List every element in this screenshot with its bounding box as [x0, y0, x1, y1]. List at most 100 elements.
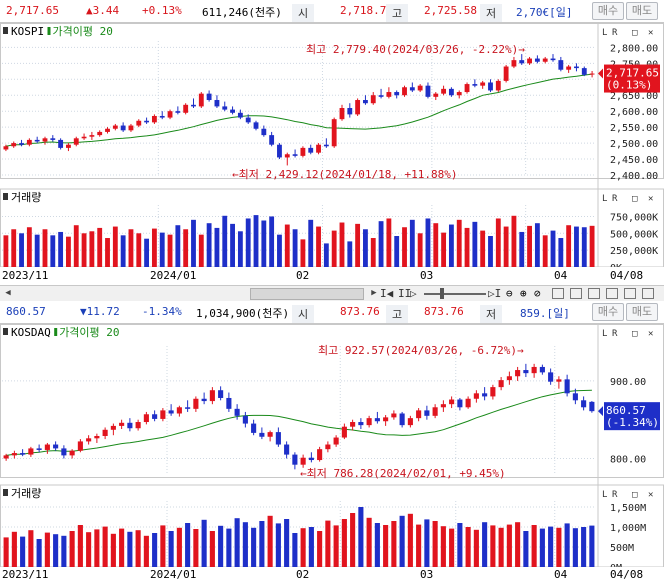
candle-body — [42, 138, 48, 142]
candle-body — [440, 404, 446, 408]
replay-play-button[interactable]: ▷ — [410, 287, 417, 300]
volume-bar — [339, 222, 345, 267]
candle-body — [589, 401, 595, 412]
candle-body — [456, 92, 462, 96]
scroll-thumb[interactable] — [250, 288, 364, 300]
volume-bar — [36, 539, 42, 567]
panel-icon: □ — [632, 28, 638, 38]
candle-body — [102, 429, 108, 436]
zoom-reset-icon[interactable]: ⊘ — [534, 287, 541, 300]
tool-icon-3[interactable] — [588, 288, 600, 299]
kosdaq-buy-button[interactable]: 매수 — [592, 303, 624, 321]
volume-bar — [144, 238, 150, 267]
tool-icon-4[interactable] — [606, 288, 618, 299]
zoom-in-icon[interactable]: ⊕ — [520, 287, 527, 300]
candle-body — [317, 449, 323, 461]
candle-body — [407, 418, 413, 426]
candle-body — [534, 58, 540, 62]
candle-body — [28, 448, 34, 455]
candle-body — [333, 437, 339, 445]
candle-body — [11, 143, 17, 147]
tool-icon-1[interactable] — [552, 288, 564, 299]
volume-bar — [323, 243, 329, 267]
candle-body — [523, 370, 529, 374]
legend-marker-icon — [3, 328, 8, 335]
volume-bar — [20, 536, 26, 567]
volume-bar — [112, 226, 118, 267]
zoom-out-icon[interactable]: ⊖ — [506, 287, 513, 300]
scroll-right-arrow-icon[interactable]: ▶ — [371, 288, 377, 298]
panel-icon: ✕ — [648, 194, 653, 204]
candle-body — [495, 80, 501, 91]
volume-bar — [58, 231, 64, 267]
volume-bar — [432, 521, 438, 567]
volume-bar — [50, 235, 56, 267]
kospi-buy-button[interactable]: 매수 — [592, 2, 624, 20]
chart-scrollbar[interactable]: ◀ ▶ I◀ II ▷ ▷I ⊖ ⊕ ⊘ — [0, 285, 664, 303]
volume-bar — [300, 528, 306, 567]
tool-icon-2[interactable] — [570, 288, 582, 299]
candle-body — [245, 117, 251, 123]
candle-body — [277, 144, 282, 158]
candle-body — [417, 85, 423, 91]
kosdaq-date-tick: 04 — [554, 568, 568, 581]
candle-body — [89, 135, 95, 137]
kosdaq-date-axis: 2023/11 2024/01 02 03 04 04/08 — [0, 567, 664, 583]
candle-body — [3, 455, 9, 459]
volume-bar — [176, 527, 182, 567]
volume-tick-label: 0M — [610, 563, 622, 567]
candle-body — [159, 115, 165, 118]
replay-end-button[interactable]: ▷I — [488, 287, 502, 300]
volume-bar — [81, 233, 87, 267]
volume-bar — [11, 229, 17, 267]
price-tick-label: 2,600.00 — [610, 107, 658, 118]
volume-bar — [66, 236, 71, 267]
candle-body — [564, 379, 570, 394]
tool-icon-5[interactable] — [624, 288, 636, 299]
candle-body — [355, 100, 361, 115]
volume-bar — [251, 527, 257, 567]
volume-bar — [261, 220, 267, 267]
volume-bar — [175, 225, 181, 267]
candle-body — [230, 109, 235, 113]
scroll-left-arrow-icon[interactable]: ◀ — [5, 288, 11, 298]
candle-body — [308, 147, 314, 153]
current-price-box — [604, 64, 660, 93]
replay-pause-button[interactable]: II — [398, 287, 412, 300]
volume-bar — [222, 215, 228, 267]
volume-bar — [440, 526, 446, 567]
volume-bar — [473, 529, 479, 567]
candle-body — [237, 112, 243, 118]
volume-bar — [350, 513, 356, 567]
volume-bar — [151, 228, 157, 267]
volume-bar — [464, 227, 470, 267]
candle-body — [206, 93, 212, 101]
candle-body — [531, 366, 537, 374]
candle-body — [292, 154, 298, 156]
tool-icon-6[interactable] — [642, 288, 654, 299]
high-annotation: 최고 922.57(2024/03/26, -6.72%)→ — [318, 344, 524, 357]
volume-tick-label: 1,500M — [610, 503, 646, 514]
replay-first-button[interactable]: I◀ — [380, 287, 394, 300]
volume-bar — [531, 525, 537, 567]
candle-body — [81, 136, 87, 139]
candle-body — [472, 84, 478, 86]
kospi-sell-button[interactable]: 매도 — [626, 2, 658, 20]
candle-body — [222, 106, 228, 110]
zoom-slider[interactable] — [424, 293, 486, 295]
volume-bar — [441, 232, 447, 267]
volume-bar — [89, 231, 95, 267]
candle-body — [119, 422, 125, 426]
volume-bar — [542, 235, 548, 267]
kosdaq-sell-button[interactable]: 매도 — [626, 303, 658, 321]
panel-icon: □ — [632, 490, 638, 500]
candle-body — [465, 398, 471, 408]
kosdaq-price: 860.57 — [6, 305, 46, 318]
candle-body — [358, 422, 364, 426]
volume-bar — [234, 518, 240, 567]
volume-bar — [284, 224, 290, 267]
candle-body — [383, 417, 389, 422]
volume-bar — [503, 226, 509, 267]
candle-body — [539, 366, 545, 373]
zoom-slider-knob[interactable] — [440, 288, 444, 299]
